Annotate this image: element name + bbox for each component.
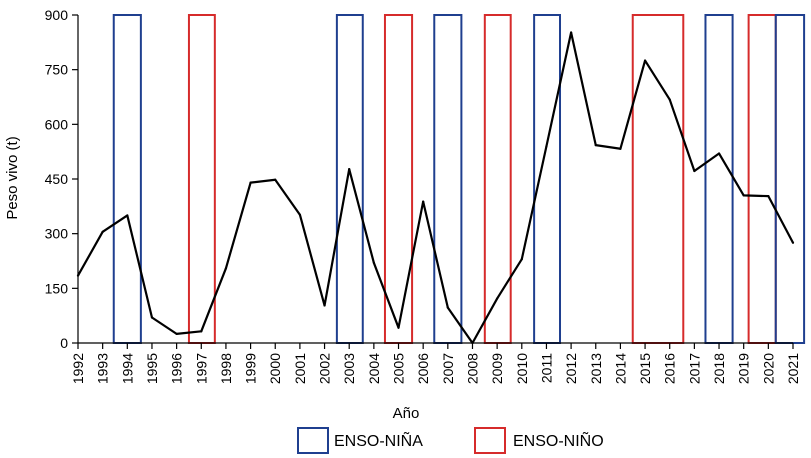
data-point bbox=[224, 267, 228, 270]
enso-nina-box bbox=[112, 14, 142, 344]
data-point bbox=[791, 241, 795, 244]
x-tick-label: 2014 bbox=[612, 353, 628, 384]
data-point bbox=[150, 316, 154, 319]
x-axis-title: Año bbox=[393, 405, 420, 422]
data-point bbox=[397, 326, 400, 329]
legend-swatch-nino bbox=[474, 427, 506, 454]
data-point bbox=[298, 213, 301, 216]
data-point bbox=[471, 341, 474, 345]
legend-label-nino: ENSO-NIÑO bbox=[513, 430, 604, 450]
legend-swatch-nina bbox=[297, 427, 329, 454]
data-point bbox=[570, 31, 573, 34]
x-tick-label: 2009 bbox=[489, 353, 505, 384]
x-tick-label: 1999 bbox=[243, 353, 259, 384]
x-tick-label: 2002 bbox=[317, 353, 333, 384]
data-point bbox=[594, 144, 597, 147]
data-point bbox=[668, 98, 671, 101]
data-point bbox=[76, 274, 80, 277]
legend-label-nina: ENSO-NIÑA bbox=[334, 430, 423, 450]
enso-nino-box bbox=[483, 14, 512, 344]
series-line bbox=[77, 31, 794, 345]
x-tick-label: 1998 bbox=[218, 353, 234, 384]
y-axis-title: Peso vivo (t) bbox=[4, 136, 21, 219]
x-tick-label: 2018 bbox=[711, 353, 727, 384]
enso-period-boxes bbox=[112, 14, 806, 344]
data-point bbox=[717, 152, 721, 155]
data-point bbox=[619, 147, 622, 150]
x-tick-label: 2000 bbox=[267, 353, 283, 384]
enso-nino-box bbox=[383, 14, 414, 344]
legend: ENSO-NIÑA ENSO-NIÑO bbox=[297, 427, 604, 454]
y-axis-ticks: 0 150 300 450 600 750 900 bbox=[45, 7, 78, 351]
data-point bbox=[520, 258, 523, 261]
y-tick-label: 600 bbox=[45, 116, 69, 132]
x-tick-label: 1996 bbox=[169, 353, 185, 384]
x-axis-ticks: 1992 1993 1994 1995 1996 1997 1998 1999 2000 2001… bbox=[70, 343, 801, 384]
enso-nina-box bbox=[335, 14, 364, 344]
data-point bbox=[422, 200, 425, 203]
data-point bbox=[767, 195, 770, 198]
enso-nina-box bbox=[704, 14, 734, 344]
x-tick-label: 2008 bbox=[464, 353, 480, 384]
x-tick-label: 2013 bbox=[588, 353, 604, 384]
enso-nina-box bbox=[433, 14, 463, 344]
x-tick-label: 2021 bbox=[785, 353, 801, 384]
data-point bbox=[126, 214, 129, 217]
x-tick-label: 2020 bbox=[760, 353, 776, 384]
x-tick-label: 2004 bbox=[366, 353, 382, 384]
x-tick-label: 2017 bbox=[686, 353, 702, 384]
data-point bbox=[643, 59, 647, 62]
enso-nino-box bbox=[747, 14, 777, 344]
x-tick-label: 2006 bbox=[415, 353, 431, 384]
data-point bbox=[545, 145, 548, 148]
x-tick-label: 1995 bbox=[144, 353, 160, 384]
x-tick-label: 2011 bbox=[538, 353, 554, 383]
data-point bbox=[742, 194, 745, 197]
x-tick-label: 2001 bbox=[292, 353, 308, 384]
chart-axes bbox=[77, 15, 793, 344]
data-point bbox=[496, 297, 499, 300]
data-point bbox=[101, 230, 104, 233]
enso-nino-box bbox=[631, 14, 685, 344]
y-tick-label: 0 bbox=[60, 335, 68, 351]
series-layer bbox=[76, 31, 795, 345]
data-point bbox=[372, 261, 375, 264]
y-tick-label: 300 bbox=[45, 226, 69, 242]
y-tick-label: 750 bbox=[45, 62, 69, 78]
y-tick-label: 150 bbox=[45, 280, 69, 296]
data-point bbox=[693, 169, 696, 173]
data-point bbox=[323, 304, 326, 307]
x-tick-label: 1993 bbox=[95, 353, 111, 384]
x-tick-label: 1994 bbox=[119, 353, 135, 384]
y-tick-label: 450 bbox=[45, 171, 69, 187]
enso-nina-box bbox=[533, 14, 562, 344]
x-tick-label: 1992 bbox=[70, 353, 86, 384]
data-point bbox=[348, 168, 351, 171]
x-tick-label: 2007 bbox=[440, 353, 456, 384]
x-tick-label: 2005 bbox=[391, 353, 407, 384]
x-tick-label: 2015 bbox=[637, 353, 653, 384]
data-point bbox=[175, 332, 178, 335]
x-tick-label: 2010 bbox=[514, 353, 530, 384]
x-tick-label: 2003 bbox=[341, 353, 357, 384]
y-tick-label: 900 bbox=[45, 7, 69, 23]
enso-nina-box bbox=[774, 14, 806, 344]
data-point bbox=[249, 181, 252, 184]
x-tick-label: 2019 bbox=[736, 353, 752, 384]
data-point bbox=[446, 306, 449, 309]
data-point bbox=[200, 330, 203, 333]
x-tick-label: 1997 bbox=[193, 353, 209, 384]
x-tick-label: 2016 bbox=[662, 353, 678, 384]
data-point bbox=[274, 178, 277, 181]
x-tick-label: 2012 bbox=[563, 353, 579, 384]
enso-nino-box bbox=[187, 14, 216, 344]
